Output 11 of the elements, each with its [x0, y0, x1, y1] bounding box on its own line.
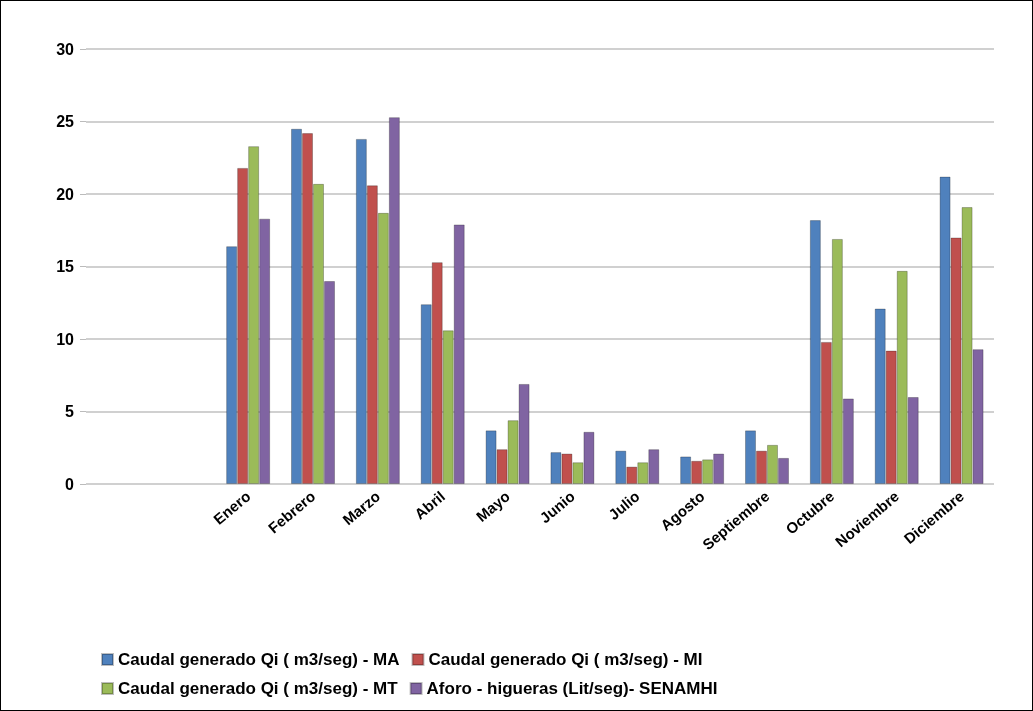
y-tick-label: 25 [56, 113, 75, 130]
legend-label: Aforo - higueras (Lit/seg)- SENAMHI [426, 679, 718, 698]
y-tick-label: 15 [56, 258, 75, 275]
y-tick-label: 20 [56, 185, 75, 203]
legend-label: Caudal generado Qi ( m3/seg) - MT [118, 679, 399, 698]
y-tick-label: 5 [65, 403, 75, 420]
y-tick-label: 0 [65, 475, 75, 493]
legend-label: Caudal generado Qi ( m3/seg) - MI [428, 650, 703, 669]
y-tick-label: 30 [56, 40, 75, 58]
legend-label: Caudal generado Qi ( m3/seg) - MA [118, 650, 400, 669]
y-tick-label: 10 [56, 330, 75, 348]
